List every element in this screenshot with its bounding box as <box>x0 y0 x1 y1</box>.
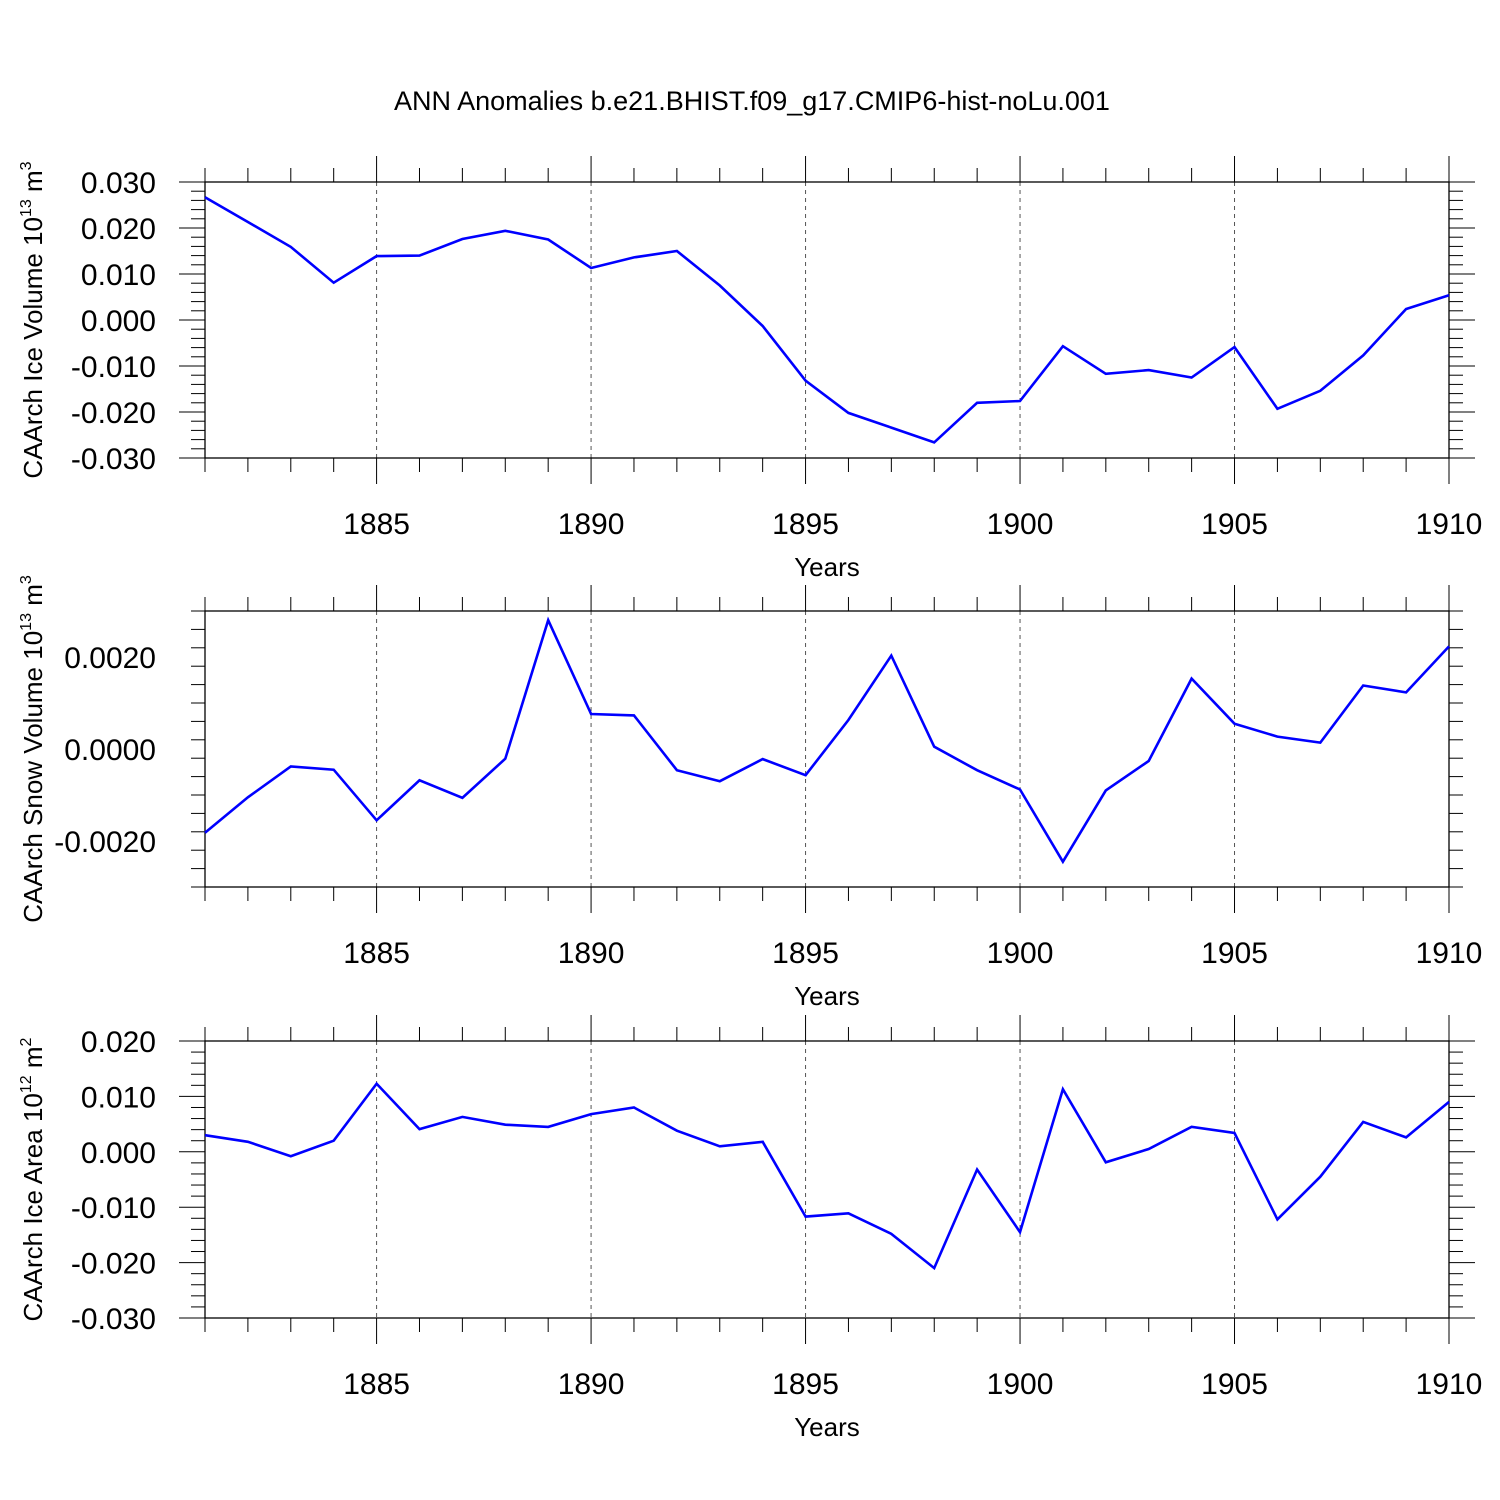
y-tick-label: 0.020 <box>81 1026 156 1059</box>
x-axis-label: Years <box>794 552 860 582</box>
y-tick-label: 0.030 <box>81 167 156 200</box>
y-tick-label: 0.000 <box>81 1137 156 1170</box>
x-tick-label: 1895 <box>772 1368 839 1401</box>
figure-title: ANN Anomalies b.e21.BHIST.f09_g17.CMIP6-… <box>394 86 1110 116</box>
panel-2: -0.0020 0.0000 0.0020 1885 1890 1895 1900 1905 1… <box>18 575 1482 1011</box>
x-tick-label: 1910 <box>1416 508 1483 541</box>
y-tick-label: -0.020 <box>71 397 156 430</box>
panel-1: -0.030 -0.020 -0.010 0.000 0.010 0.020 0.030 18… <box>18 156 1482 582</box>
x-tick-label: 1900 <box>987 937 1054 970</box>
x-tick-label: 1900 <box>987 508 1054 541</box>
y-tick-label: -0.010 <box>71 1192 156 1225</box>
x-tick-label: 1890 <box>558 937 625 970</box>
y-tick-label: -0.0020 <box>54 826 156 859</box>
y-tick-label: -0.030 <box>71 1303 156 1336</box>
plot-frame <box>204 610 1450 888</box>
x-tick-label: 1890 <box>558 1368 625 1401</box>
x-axis-label: Years <box>794 981 860 1011</box>
x-tick-label: 1890 <box>558 508 625 541</box>
x-tick-label: 1910 <box>1416 1368 1483 1401</box>
x-tick-label: 1900 <box>987 1368 1054 1401</box>
y-tick-label: -0.020 <box>71 1248 156 1281</box>
x-axis-label: Years <box>794 1412 860 1442</box>
y-tick-label: -0.030 <box>71 443 156 476</box>
series-line <box>204 1081 1450 1271</box>
x-tick-label: 1885 <box>343 1368 410 1401</box>
y-tick-label: 0.020 <box>81 213 156 246</box>
panel-3: -0.030 -0.020 -0.010 0.000 0.010 0.020 1885 189… <box>18 1015 1482 1442</box>
y-tick-label: -0.010 <box>71 351 156 384</box>
y-tick-label: 0.0000 <box>64 734 156 767</box>
y-tick-label: 0.010 <box>81 259 156 292</box>
plot-frame <box>204 1040 1450 1319</box>
y-tick-label: 0.000 <box>81 305 156 338</box>
x-tick-label: 1885 <box>343 937 410 970</box>
x-tick-label: 1905 <box>1201 1368 1268 1401</box>
series-line <box>204 616 1450 865</box>
series-line <box>204 196 1450 444</box>
y-tick-label: 0.0020 <box>64 642 156 675</box>
x-tick-label: 1905 <box>1201 937 1268 970</box>
x-tick-label: 1910 <box>1416 937 1483 970</box>
x-tick-label: 1885 <box>343 508 410 541</box>
y-axis-label: CAArch Snow Volume 1013 m3 <box>18 575 48 923</box>
x-tick-label: 1895 <box>772 508 839 541</box>
x-tick-label: 1895 <box>772 937 839 970</box>
y-axis-label: CAArch Ice Area 1012 m2 <box>18 1037 48 1321</box>
y-tick-label: 0.010 <box>81 1081 156 1114</box>
x-tick-label: 1905 <box>1201 508 1268 541</box>
y-axis-label: CAArch Ice Volume 1013 m3 <box>18 161 48 478</box>
